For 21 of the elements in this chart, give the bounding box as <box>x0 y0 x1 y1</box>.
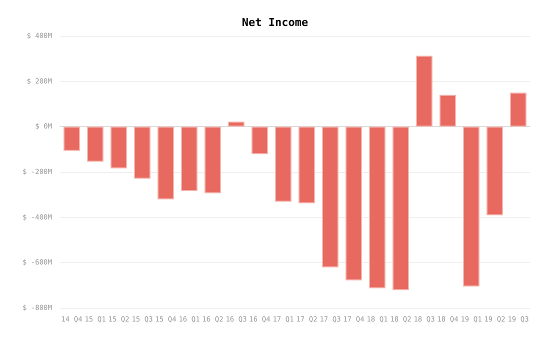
bar <box>87 126 104 162</box>
bar <box>181 126 198 192</box>
bar <box>204 126 221 194</box>
bar <box>392 126 409 290</box>
chart-title: Net Income <box>242 16 308 29</box>
bar <box>275 126 292 202</box>
bar <box>440 94 456 127</box>
bar <box>416 56 432 127</box>
bar <box>158 126 174 200</box>
bar <box>369 126 386 288</box>
bar <box>110 126 127 168</box>
bar <box>252 126 268 154</box>
bar <box>510 92 526 127</box>
bar <box>463 126 480 286</box>
bar <box>298 126 315 204</box>
bar <box>64 126 80 151</box>
bar <box>322 126 338 268</box>
bar <box>134 126 150 179</box>
bar <box>228 122 244 127</box>
bar <box>486 126 503 216</box>
bar <box>346 126 362 280</box>
